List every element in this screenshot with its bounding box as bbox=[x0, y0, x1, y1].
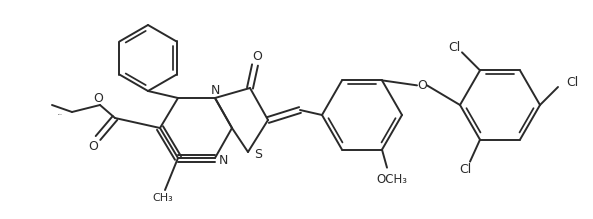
Text: O: O bbox=[88, 140, 98, 152]
Text: N: N bbox=[218, 154, 228, 166]
Text: O: O bbox=[252, 51, 262, 64]
Text: O: O bbox=[417, 79, 427, 92]
Text: methyl: methyl bbox=[58, 113, 62, 115]
Text: S: S bbox=[254, 148, 262, 161]
Text: CH₃: CH₃ bbox=[152, 193, 173, 203]
Text: O: O bbox=[93, 92, 103, 104]
Text: Cl: Cl bbox=[459, 163, 471, 176]
Text: OCH₃: OCH₃ bbox=[377, 173, 407, 186]
Text: N: N bbox=[211, 83, 219, 97]
Text: Cl: Cl bbox=[448, 41, 460, 54]
Text: Cl: Cl bbox=[566, 76, 578, 88]
